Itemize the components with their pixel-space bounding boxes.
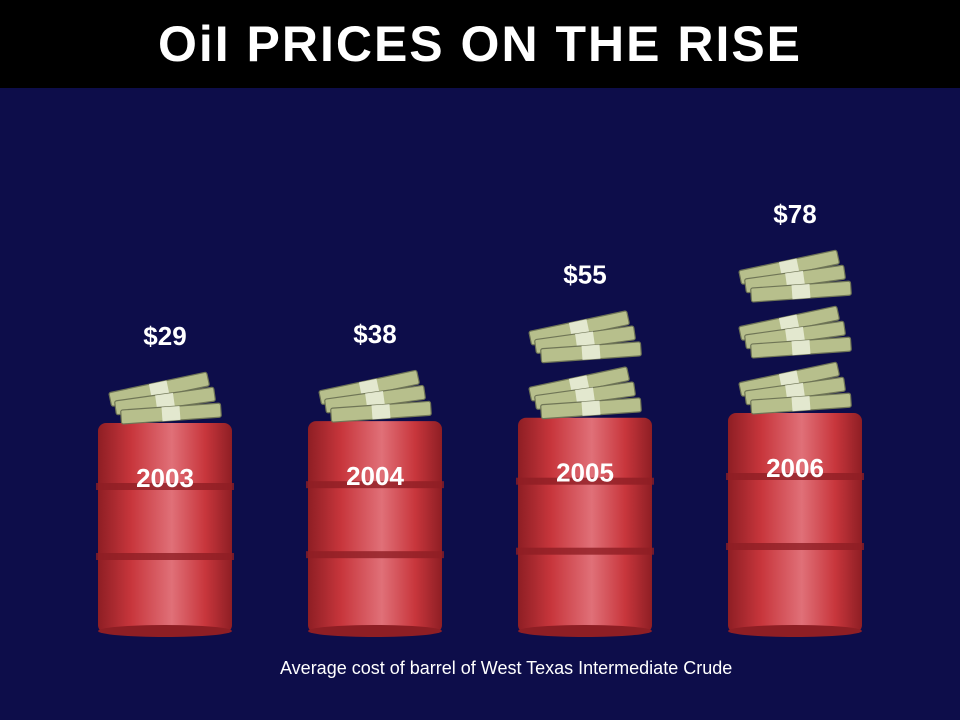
barrel-rim-2: [726, 543, 864, 550]
barrel-body: [518, 417, 652, 633]
money-band: [581, 344, 601, 360]
barrel-body: [308, 421, 442, 633]
money-band: [785, 270, 805, 288]
value-label: $38: [353, 319, 396, 349]
money-stack: [528, 310, 642, 364]
barrel-rim-1: [96, 483, 234, 490]
barrel-base: [98, 625, 232, 637]
value-label: $29: [143, 321, 186, 351]
money-band: [791, 339, 811, 356]
barrel-2004: 2004 $38: [306, 319, 444, 637]
barrel-rim-1: [516, 477, 654, 485]
value-label: $78: [773, 199, 816, 229]
barrel-body: [728, 413, 862, 633]
slide-title: OiI PRICES ON THE RISE: [157, 16, 803, 72]
money-stack: [738, 361, 852, 415]
chart-svg: 2003 $29 2004 $38 2005 $55 2006 $78: [96, 199, 864, 637]
barrel-rim-2: [516, 547, 654, 555]
money-band: [371, 404, 391, 420]
money-band: [785, 382, 805, 400]
barrel-body: [98, 423, 232, 633]
money-stack: [528, 366, 642, 420]
money-band: [155, 392, 175, 410]
money-band: [581, 400, 601, 416]
barrel-rim-1: [726, 473, 864, 480]
category-label: 2005: [556, 458, 614, 488]
barrel-base: [728, 625, 862, 637]
money-band: [791, 395, 811, 412]
money-stack: [108, 371, 222, 425]
category-label: 2003: [136, 463, 194, 493]
barrel-2006: 2006 $78: [726, 199, 864, 637]
money-band: [575, 331, 595, 348]
category-label: 2006: [766, 453, 824, 483]
money-band: [791, 283, 811, 300]
barrel-rim-2: [306, 551, 444, 559]
chart-caption: Average cost of barrel of West Texas Int…: [280, 658, 733, 678]
barrel-rim-1: [306, 481, 444, 489]
title-bar: OiI PRICES ON THE RISE: [0, 0, 960, 88]
money-stack: [318, 369, 432, 423]
money-stack: [738, 249, 852, 303]
money-band: [575, 387, 595, 404]
barrel-base: [308, 625, 442, 637]
money-band: [161, 405, 181, 422]
money-band: [785, 326, 805, 344]
barrel-2003: 2003 $29: [96, 321, 234, 637]
barrel-chart: 2003 $29 2004 $38 2005 $55 2006 $78: [0, 88, 960, 648]
barrel-base: [518, 625, 652, 637]
money-stack: [738, 305, 852, 359]
category-label: 2004: [346, 461, 404, 491]
barrel-rim-2: [96, 553, 234, 560]
money-band: [365, 390, 385, 408]
barrel-2005: 2005 $55: [516, 260, 654, 637]
value-label: $55: [563, 260, 606, 290]
